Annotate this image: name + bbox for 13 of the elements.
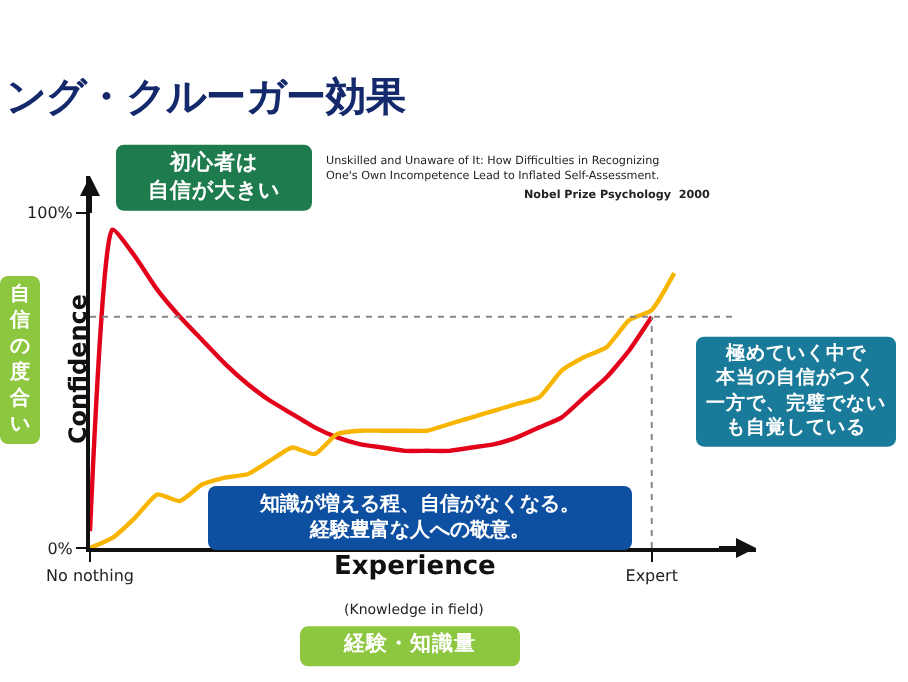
y-tick-label: 100% bbox=[27, 204, 74, 223]
callout-box: 初心者は自信が大きい bbox=[116, 144, 312, 212]
y-axis-title: Confidence bbox=[64, 293, 92, 444]
callout-box: 自信の度合い bbox=[0, 276, 40, 444]
callout-box: 経験・知識量 bbox=[300, 626, 520, 666]
callout-box: 極めていく中で本当の自信がつく一方で、完璧でないも自覚している bbox=[696, 336, 896, 448]
x-tick-label: Expert bbox=[625, 567, 678, 586]
y-tick-label: 0% bbox=[47, 539, 74, 558]
x-tick-label: No nothing bbox=[46, 567, 134, 586]
line-series bbox=[90, 270, 677, 548]
chart-title: ング・クルーガー効果 bbox=[6, 72, 408, 120]
callout-box: 知識が増える程、自信がなくなる。経験豊富な人への敬意。 bbox=[208, 486, 632, 550]
x-axis-title: Experience bbox=[334, 552, 497, 582]
